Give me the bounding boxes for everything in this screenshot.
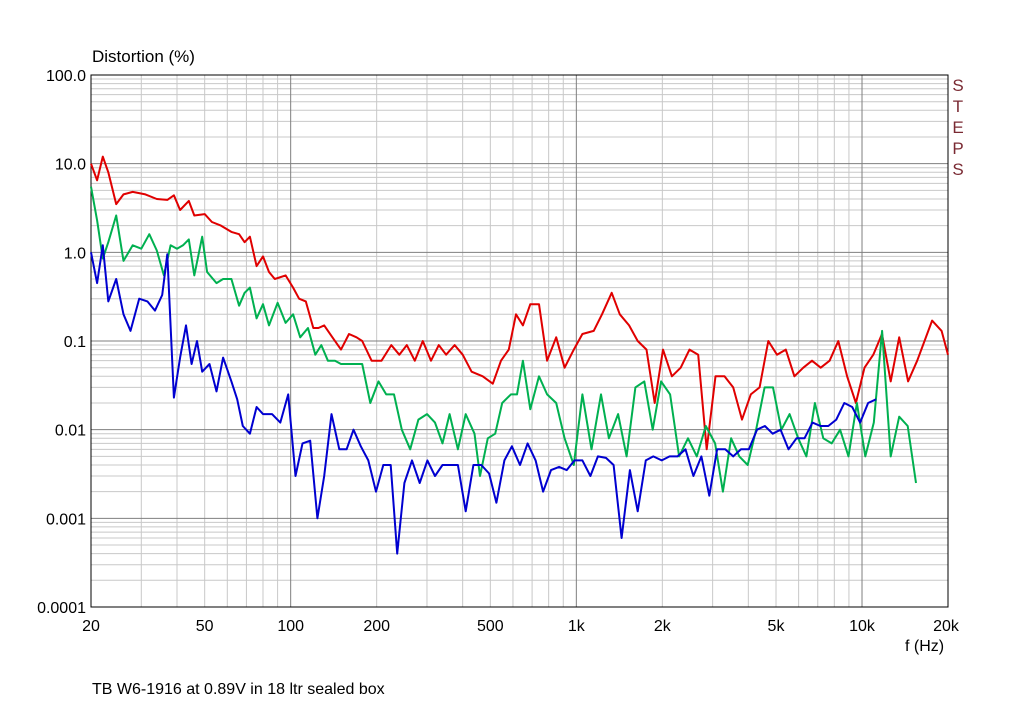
brand-letter: E <box>952 118 964 137</box>
y-tick-label: 0.1 <box>64 334 86 351</box>
y-tick-label: 0.01 <box>55 423 86 440</box>
brand-letter: T <box>952 97 964 116</box>
y-tick-labels: 100.0 10.0 1.0 0.1 0.01 0.001 0.0001 <box>37 68 86 617</box>
series-line-1 <box>90 155 949 451</box>
brand-letter: S <box>952 76 964 95</box>
x-tick-label: 10k <box>849 618 876 635</box>
x-tick-label: 500 <box>477 618 504 635</box>
series-line-2 <box>90 186 917 493</box>
brand-logo-steps: S T E P S <box>951 75 965 180</box>
y-tick-label: 0.0001 <box>37 600 86 617</box>
x-tick-label: 20 <box>82 618 100 635</box>
y-tick-label: 0.001 <box>46 511 86 528</box>
x-tick-label: 200 <box>363 618 390 635</box>
series-layer <box>90 155 949 555</box>
chart-caption: TB W6-1916 at 0.89V in 18 ltr sealed box <box>92 681 385 698</box>
x-tick-label: 2k <box>654 618 672 635</box>
plot-frame <box>90 74 949 608</box>
x-tick-label: 5k <box>768 618 786 635</box>
x-tick-label: 20k <box>933 618 960 635</box>
brand-letter: S <box>952 160 964 179</box>
y-tick-label: 1.0 <box>64 245 86 262</box>
y-tick-label: 10.0 <box>55 157 86 174</box>
y-axis-label: Distortion (%) <box>92 47 195 66</box>
series-line-3 <box>90 244 877 555</box>
x-tick-label: 50 <box>196 618 214 635</box>
x-axis-label: f (Hz) <box>905 638 945 655</box>
x-tick-label: 100 <box>277 618 304 635</box>
y-tick-label: 100.0 <box>46 68 86 85</box>
x-tick-label: 1k <box>568 618 586 635</box>
major-gridlines <box>91 75 948 607</box>
brand-letter: P <box>952 139 964 158</box>
x-tick-labels: 20 50 100 200 500 1k 2k 5k 10k 20k <box>82 618 960 635</box>
